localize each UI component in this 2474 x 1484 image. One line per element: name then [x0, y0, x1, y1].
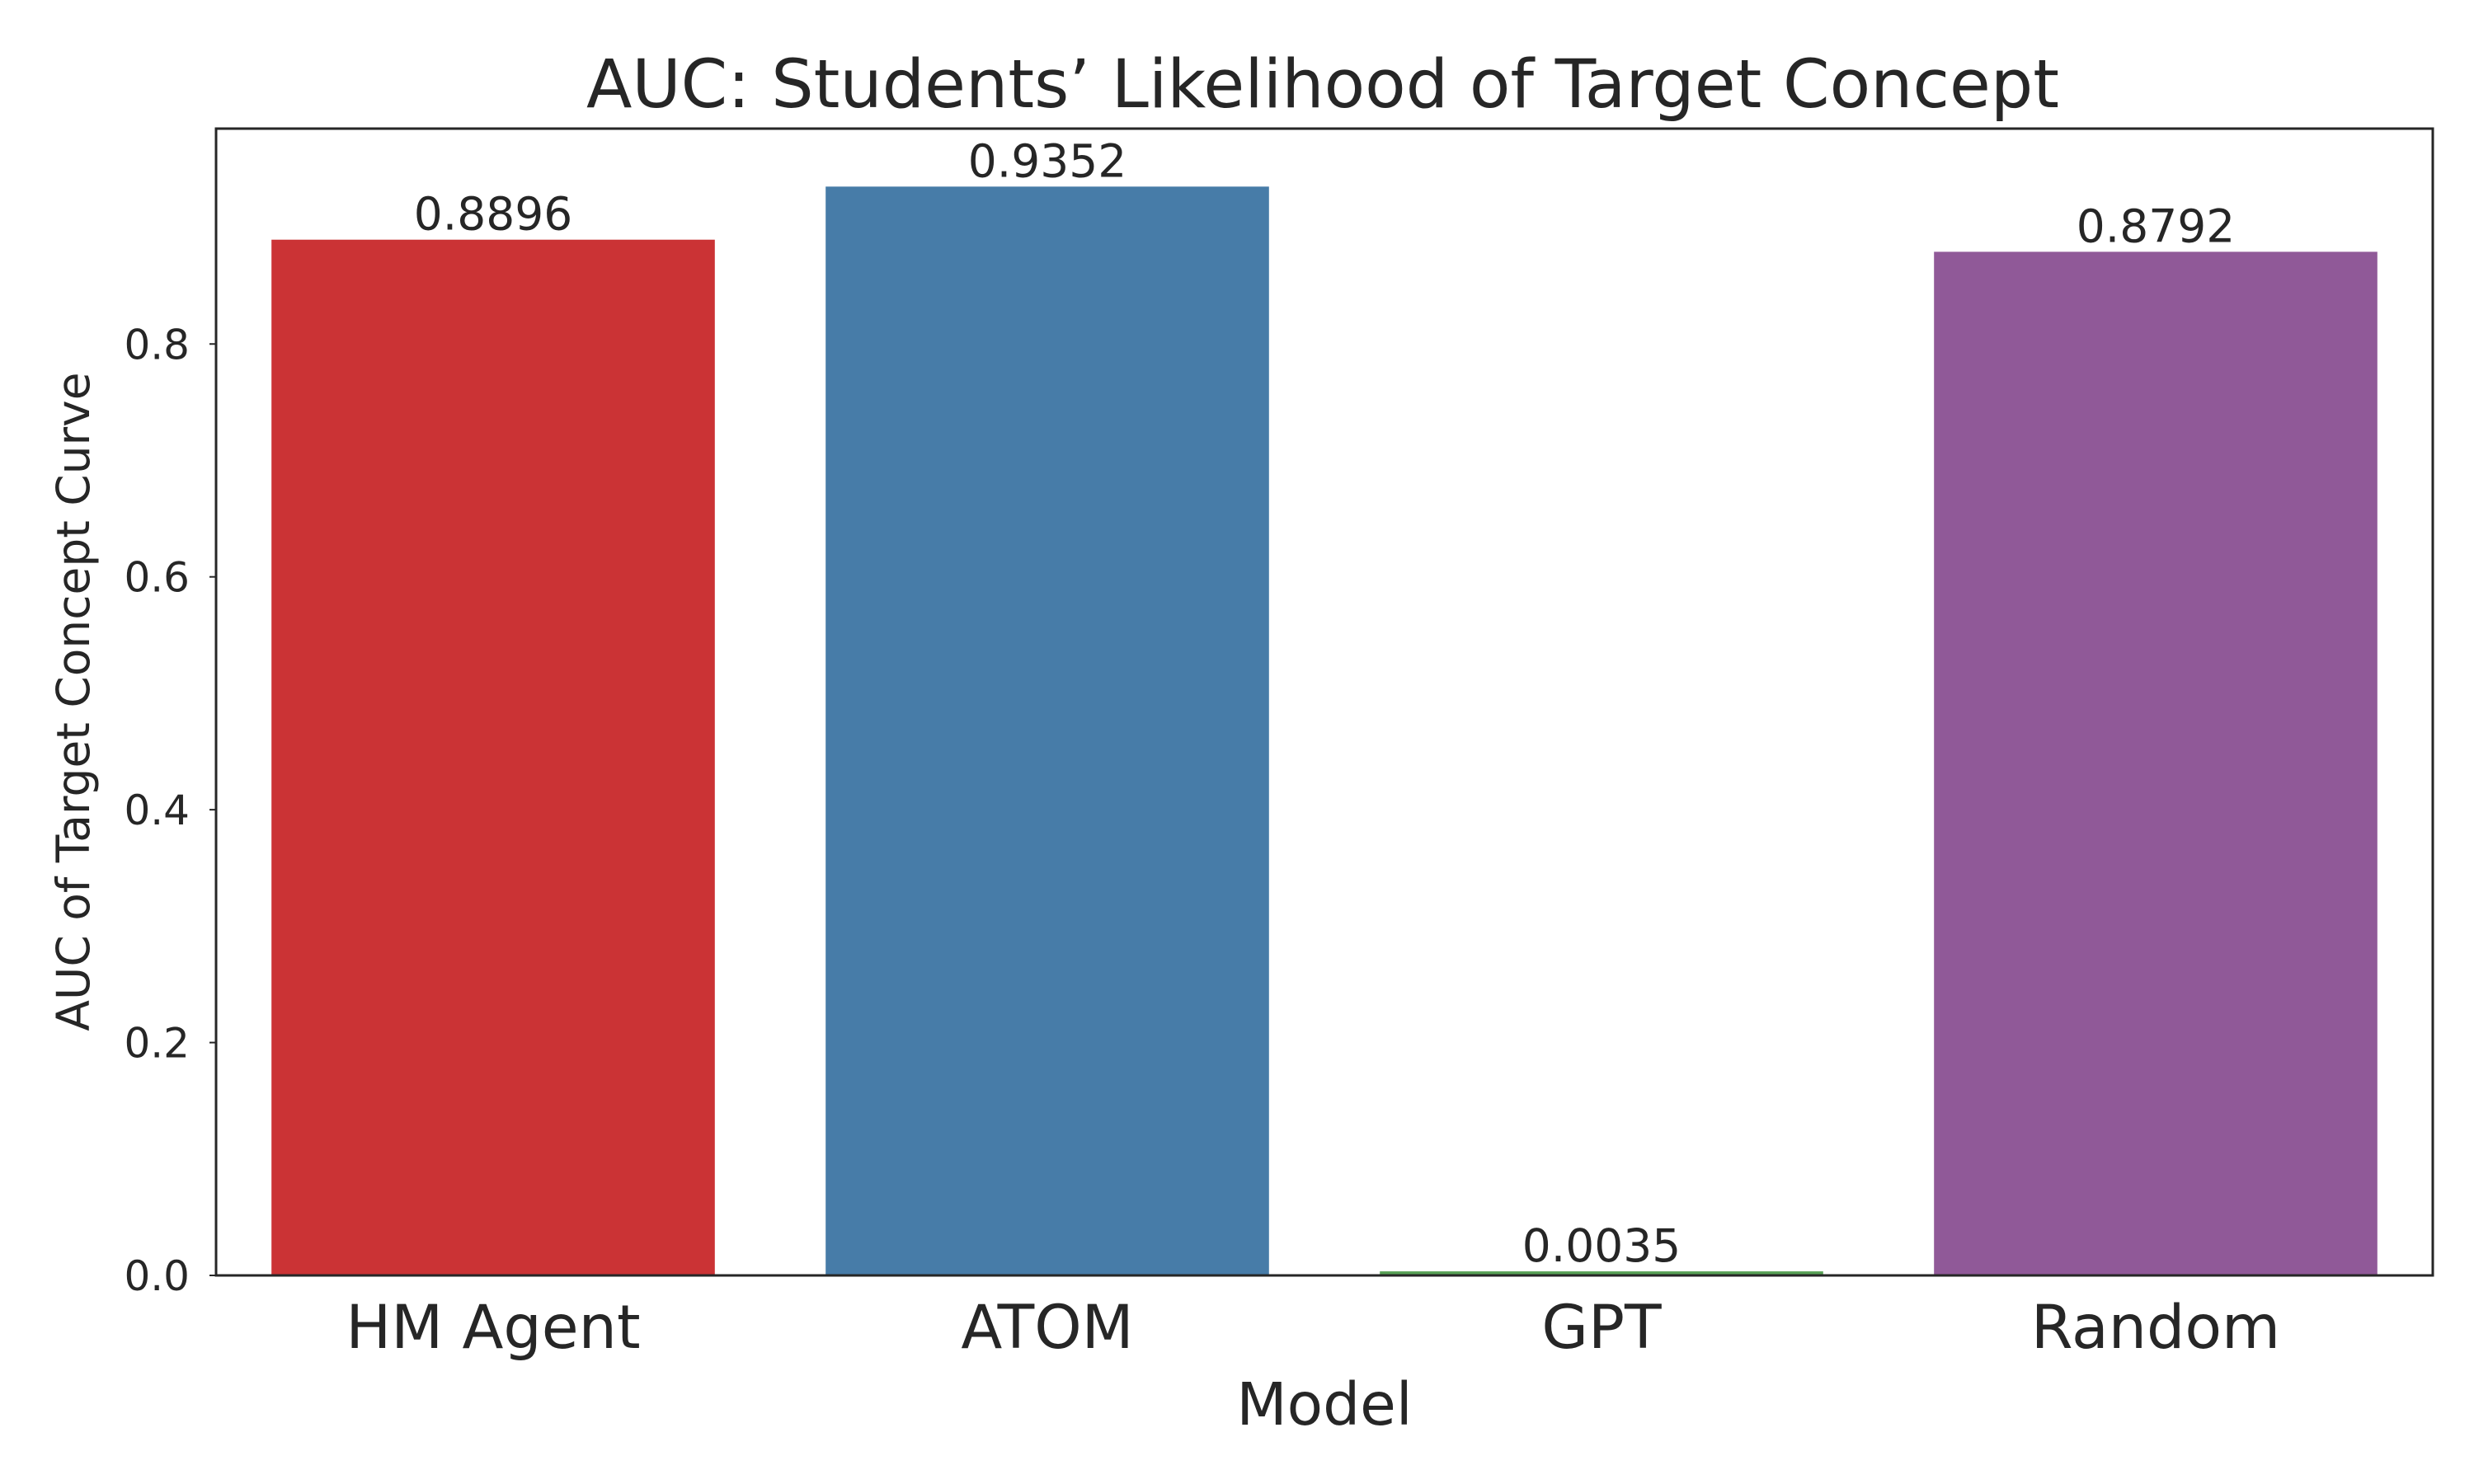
bar-value-label: 0.8896 — [414, 188, 572, 241]
x-category-label: ATOM — [961, 1293, 1133, 1363]
y-axis-ticks: 0.0 0.2 0.4 0.6 0.8 — [124, 321, 216, 1300]
bar-value-label: 0.8792 — [2077, 200, 2235, 252]
x-axis-categories: HM Agent ATOM GPT Random — [346, 1293, 2280, 1363]
value-labels-group: 0.8896 0.9352 0.0035 0.8792 — [414, 134, 2235, 1272]
bar-atom — [825, 186, 1269, 1276]
x-category-label: HM Agent — [346, 1293, 640, 1363]
x-category-label: Random — [2031, 1293, 2280, 1363]
bar-random — [1934, 251, 2378, 1275]
y-tick-label: 0.6 — [124, 554, 190, 602]
x-axis-label: Model — [1236, 1370, 1412, 1439]
y-tick-label: 0.0 — [124, 1252, 190, 1300]
y-axis-label: AUC of Target Concept Curve — [47, 372, 100, 1031]
y-tick-label: 0.4 — [124, 787, 190, 834]
chart-title: AUC: Students’ Likelihood of Target Conc… — [586, 46, 2059, 124]
y-tick-label: 0.2 — [124, 1020, 190, 1068]
y-tick-label: 0.8 — [124, 321, 190, 369]
bars-group — [271, 186, 2378, 1276]
bar-gpt — [1380, 1271, 1823, 1275]
bar-value-label: 0.9352 — [968, 134, 1126, 187]
x-category-label: GPT — [1541, 1293, 1662, 1363]
bar-hm-agent — [271, 239, 715, 1276]
plot-frame — [214, 127, 2434, 1277]
bar-value-label: 0.0035 — [1522, 1219, 1681, 1272]
